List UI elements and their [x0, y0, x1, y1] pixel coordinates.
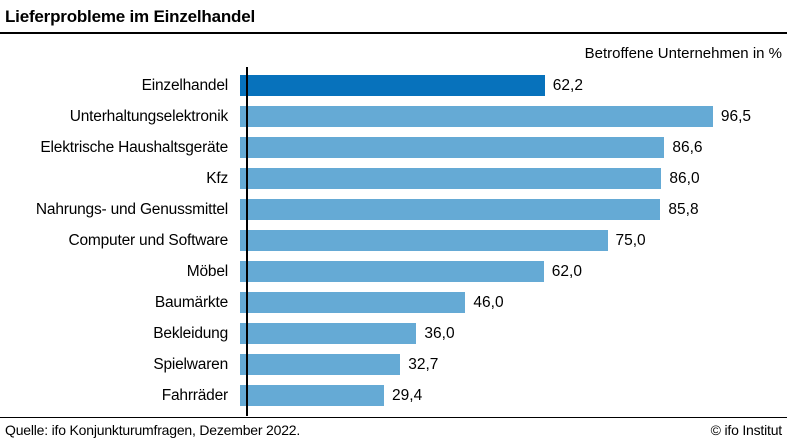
category-label: Einzelhandel	[141, 76, 229, 94]
bar-track: 96,5	[240, 106, 787, 127]
chart-row: Möbel 62,0	[0, 256, 787, 287]
value-label: 46,0	[473, 293, 504, 311]
chart-subtitle: Betroffene Unternehmen in %	[584, 45, 782, 62]
bar-track: 75,0	[240, 230, 787, 251]
chart-header: Lieferprobleme im Einzelhandel	[0, 0, 787, 28]
bar	[240, 106, 713, 127]
value-label: 96,5	[720, 107, 752, 125]
bar	[240, 385, 385, 406]
value-label: 85,8	[668, 200, 699, 218]
bar	[240, 261, 544, 282]
category-label: Baumärkte	[154, 293, 228, 311]
category-label: Nahrungs- und Genussmittel	[35, 200, 228, 218]
chart-row: Einzelhandel 62,2	[0, 70, 787, 101]
chart-row: Unterhaltungselektronik 96,5	[0, 101, 787, 132]
bar-track: 29,4	[240, 385, 787, 406]
bar	[240, 354, 401, 375]
bar-chart: Einzelhandel 62,2 Unterhaltungselektroni…	[0, 67, 787, 416]
bar	[240, 323, 417, 344]
bar	[240, 230, 608, 251]
value-label: 62,2	[552, 76, 583, 94]
bar-track: 85,8	[240, 199, 787, 220]
copyright-note: © ifo Institut	[710, 422, 783, 438]
chart-row: Nahrungs- und Genussmittel 85,8	[0, 194, 787, 225]
chart-row: Baumärkte 46,0	[0, 287, 787, 318]
title-divider	[0, 32, 787, 34]
bar-track: 86,0	[240, 168, 787, 189]
chart-row: Spielwaren 32,7	[0, 349, 787, 380]
value-label: 32,7	[408, 355, 439, 373]
category-label: Möbel	[186, 262, 228, 280]
category-label: Computer und Software	[68, 231, 229, 249]
category-label: Kfz	[206, 169, 228, 187]
chart-row: Kfz 86,0	[0, 163, 787, 194]
value-label: 62,0	[551, 262, 582, 280]
source-note: Quelle: ifo Konjunkturumfragen, Dezember…	[5, 422, 301, 438]
value-label: 75,0	[615, 231, 646, 249]
category-label: Unterhaltungselektronik	[69, 107, 228, 125]
value-label: 29,4	[392, 386, 423, 404]
chart-row: Bekleidung 36,0	[0, 318, 787, 349]
bar-track: 86,6	[240, 137, 787, 158]
bar	[240, 168, 662, 189]
page-title: Lieferprobleme im Einzelhandel	[5, 7, 256, 26]
bar-track: 62,0	[240, 261, 787, 282]
chart-footer: Quelle: ifo Konjunkturumfragen, Dezember…	[0, 417, 787, 443]
category-label: Spielwaren	[153, 355, 228, 373]
bar	[240, 199, 661, 220]
value-label: 86,0	[669, 169, 700, 187]
bar-track: 62,2	[240, 75, 787, 96]
bar	[240, 75, 545, 96]
category-label: Bekleidung	[153, 324, 228, 342]
value-label: 86,6	[672, 138, 703, 156]
value-label: 36,0	[424, 324, 455, 342]
bar-track: 36,0	[240, 323, 787, 344]
bar-track: 32,7	[240, 354, 787, 375]
category-label: Fahrräder	[161, 386, 228, 404]
chart-row: Computer und Software 75,0	[0, 225, 787, 256]
bar	[240, 137, 665, 158]
category-label: Elektrische Haushaltsgeräte	[40, 138, 228, 156]
chart-row: Fahrräder 29,4	[0, 380, 787, 411]
bar-chart-rows: Einzelhandel 62,2 Unterhaltungselektroni…	[0, 70, 787, 411]
bar	[240, 292, 466, 313]
y-axis-line	[246, 67, 248, 416]
bar-track: 46,0	[240, 292, 787, 313]
chart-row: Elektrische Haushaltsgeräte 86,6	[0, 132, 787, 163]
